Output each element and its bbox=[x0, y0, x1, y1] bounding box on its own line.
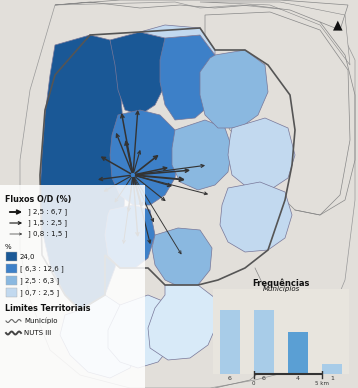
Polygon shape bbox=[60, 295, 140, 378]
Text: ▲: ▲ bbox=[333, 18, 343, 31]
Text: Municípios: Municípios bbox=[262, 286, 300, 293]
Polygon shape bbox=[152, 228, 212, 288]
Text: 24,0: 24,0 bbox=[20, 253, 35, 260]
Bar bbox=[6, 264, 17, 273]
Bar bbox=[6, 288, 17, 297]
Text: 0: 0 bbox=[252, 381, 256, 386]
Title: Frequências: Frequências bbox=[252, 279, 310, 288]
Polygon shape bbox=[220, 182, 292, 252]
Polygon shape bbox=[110, 110, 178, 205]
Polygon shape bbox=[205, 12, 350, 215]
Text: ] 2,5 : 6,3 ]: ] 2,5 : 6,3 ] bbox=[20, 277, 59, 284]
Bar bbox=[0, 185, 145, 388]
Bar bbox=[220, 310, 240, 374]
Polygon shape bbox=[172, 120, 232, 190]
Bar bbox=[322, 364, 342, 374]
Text: Limites Territoriais: Limites Territoriais bbox=[5, 304, 91, 313]
Polygon shape bbox=[160, 35, 218, 120]
Text: ] 1,5 : 2,5 ]: ] 1,5 : 2,5 ] bbox=[28, 220, 67, 226]
Polygon shape bbox=[140, 25, 215, 55]
Text: ] 2,5 : 6,7 ]: ] 2,5 : 6,7 ] bbox=[28, 209, 67, 215]
Bar bbox=[6, 252, 17, 261]
Polygon shape bbox=[40, 35, 125, 315]
Text: NUTS III: NUTS III bbox=[24, 330, 51, 336]
Bar bbox=[288, 332, 308, 374]
Bar bbox=[6, 276, 17, 285]
Text: Fluxos O/D (%): Fluxos O/D (%) bbox=[5, 195, 71, 204]
Polygon shape bbox=[148, 285, 218, 360]
Text: %: % bbox=[5, 244, 11, 250]
Polygon shape bbox=[200, 2, 350, 65]
Text: [ 6,3 : 12,6 ]: [ 6,3 : 12,6 ] bbox=[20, 265, 64, 272]
Polygon shape bbox=[200, 50, 268, 128]
Polygon shape bbox=[110, 32, 170, 115]
Polygon shape bbox=[20, 2, 355, 388]
Bar bbox=[254, 310, 274, 374]
Polygon shape bbox=[108, 295, 175, 368]
Polygon shape bbox=[228, 118, 295, 190]
Text: Município: Município bbox=[24, 318, 58, 324]
Text: ] 0,8 : 1,5 ]: ] 0,8 : 1,5 ] bbox=[28, 230, 67, 237]
Polygon shape bbox=[105, 205, 155, 268]
Text: 5 km: 5 km bbox=[315, 381, 329, 386]
Text: ] 0,7 : 2,5 ]: ] 0,7 : 2,5 ] bbox=[20, 289, 59, 296]
